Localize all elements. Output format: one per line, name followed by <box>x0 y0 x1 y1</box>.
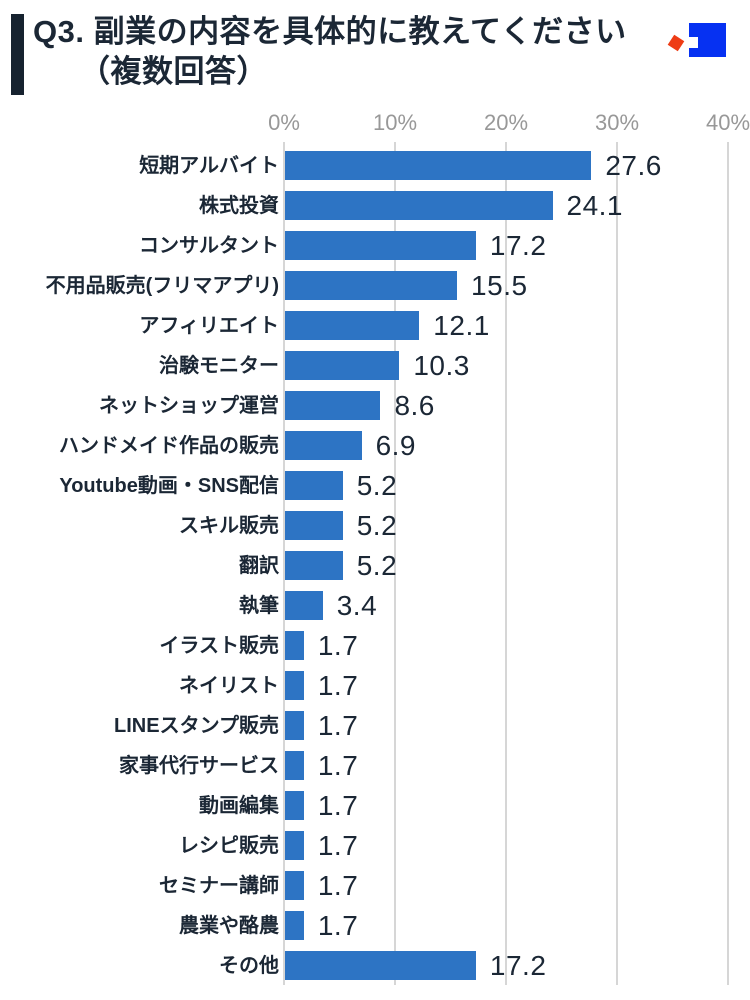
bar <box>285 871 304 900</box>
x-axis-tick-label: 30% <box>594 110 640 135</box>
bar <box>285 631 304 660</box>
category-label: その他 <box>219 955 279 977</box>
gridline-10% <box>394 142 396 985</box>
bar <box>285 191 553 220</box>
bar <box>285 511 343 540</box>
x-axis-tick-label: 10% <box>372 110 418 135</box>
category-label: 農業や酪農 <box>179 915 279 937</box>
bar <box>285 951 476 980</box>
value-label: 1.7 <box>317 790 359 821</box>
title-accent-bar <box>11 14 24 95</box>
value-label: 10.3 <box>413 350 470 381</box>
value-label: 1.7 <box>317 870 359 901</box>
value-label: 27.6 <box>605 150 662 181</box>
category-label: ハンドメイド作品の販売 <box>59 435 279 457</box>
category-label: 不用品販売(フリマアプリ) <box>45 275 279 297</box>
bar <box>285 351 400 380</box>
bar <box>285 711 304 740</box>
x-axis-tick-label: 0% <box>268 110 300 135</box>
bar <box>285 151 592 180</box>
category-label: 短期アルバイト <box>139 155 279 177</box>
value-label: 1.7 <box>317 910 359 941</box>
gridline-30% <box>616 142 618 985</box>
bar <box>285 231 476 260</box>
value-label: 5.2 <box>356 550 398 581</box>
category-label: Youtube動画・SNS配信 <box>59 475 279 497</box>
x-axis-tick-label: 20% <box>483 110 529 135</box>
brand-logo-icon <box>660 20 732 65</box>
category-label: 家事代行サービス <box>119 755 279 777</box>
page-title: Q3. 副業の内容を具体的に教えてください （複数回答） <box>33 12 653 92</box>
value-label: 3.4 <box>336 590 378 621</box>
value-label: 1.7 <box>317 670 359 701</box>
category-label: アフィリエイト <box>139 315 279 337</box>
category-label: コンサルタント <box>139 235 279 257</box>
value-label: 1.7 <box>317 750 359 781</box>
value-label: 1.7 <box>317 630 359 661</box>
value-label: 17.2 <box>489 230 547 261</box>
bar <box>285 431 362 460</box>
bar <box>285 591 323 620</box>
page-title-line1: Q3. 副業の内容を具体的に教えてください <box>33 14 627 49</box>
bar <box>285 311 420 340</box>
bar <box>285 271 458 300</box>
gridline-40% <box>727 142 729 985</box>
value-label: 5.2 <box>356 510 398 541</box>
value-label: 24.1 <box>566 190 623 221</box>
category-label: スキル販売 <box>179 515 279 537</box>
value-label: 12.1 <box>433 310 490 341</box>
gridline-0% <box>283 142 285 985</box>
logo-white-notch <box>685 37 698 48</box>
bar <box>285 911 304 940</box>
x-axis-tick-label: 40% <box>705 110 750 135</box>
category-label: 執筆 <box>239 595 279 617</box>
value-label: 6.9 <box>375 430 417 461</box>
category-label: ネイリスト <box>179 675 279 697</box>
category-label: 動画編集 <box>199 795 279 817</box>
bar <box>285 671 304 700</box>
value-label: 8.6 <box>394 390 435 421</box>
bar <box>285 391 381 420</box>
value-label: 1.7 <box>317 830 359 861</box>
page-title-line2: （複数回答） <box>79 54 268 89</box>
category-label: レシピ販売 <box>179 835 279 857</box>
category-label: イラスト販売 <box>159 635 279 657</box>
gridline-20% <box>505 142 507 985</box>
category-label: セミナー講師 <box>159 875 279 897</box>
bar <box>285 751 304 780</box>
category-label: LINEスタンプ販売 <box>114 715 279 737</box>
bar <box>285 831 304 860</box>
value-label: 1.7 <box>317 710 359 741</box>
category-label: 翻訳 <box>239 555 279 577</box>
bar <box>285 471 343 500</box>
category-label: ネットショップ運営 <box>99 395 279 417</box>
category-label: 治験モニター <box>159 355 279 377</box>
bar <box>285 791 304 820</box>
bar <box>285 551 343 580</box>
value-label: 15.5 <box>471 270 528 301</box>
value-label: 5.2 <box>356 470 398 501</box>
value-label: 17.2 <box>489 950 547 981</box>
category-label: 株式投資 <box>199 195 279 217</box>
